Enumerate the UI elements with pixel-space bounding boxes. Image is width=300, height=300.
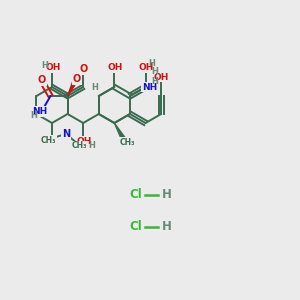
Text: O: O [38, 75, 46, 85]
Text: H: H [151, 77, 158, 86]
Text: H: H [162, 220, 172, 233]
Text: O: O [79, 64, 87, 74]
Text: NH: NH [32, 107, 47, 116]
Text: H: H [89, 140, 96, 149]
Text: OH: OH [76, 136, 92, 146]
Text: OH: OH [45, 64, 61, 73]
Text: OH: OH [139, 64, 154, 73]
Text: CH₃: CH₃ [72, 141, 87, 150]
Text: H: H [148, 58, 155, 68]
Text: NH: NH [142, 82, 157, 91]
Text: H: H [42, 61, 48, 70]
Polygon shape [114, 123, 125, 140]
Text: OH: OH [108, 64, 123, 73]
Text: OH: OH [153, 73, 169, 82]
Text: CH₃: CH₃ [120, 138, 135, 147]
Text: Cl: Cl [130, 220, 142, 233]
Text: Cl: Cl [130, 188, 142, 202]
Text: CH₃: CH₃ [41, 136, 56, 145]
Text: N: N [62, 129, 70, 139]
Text: H: H [152, 68, 159, 76]
Polygon shape [68, 81, 76, 96]
Text: H: H [91, 83, 98, 92]
Text: H: H [162, 188, 172, 202]
Text: O: O [73, 74, 81, 84]
Text: H: H [30, 111, 37, 120]
Text: O: O [48, 136, 56, 146]
